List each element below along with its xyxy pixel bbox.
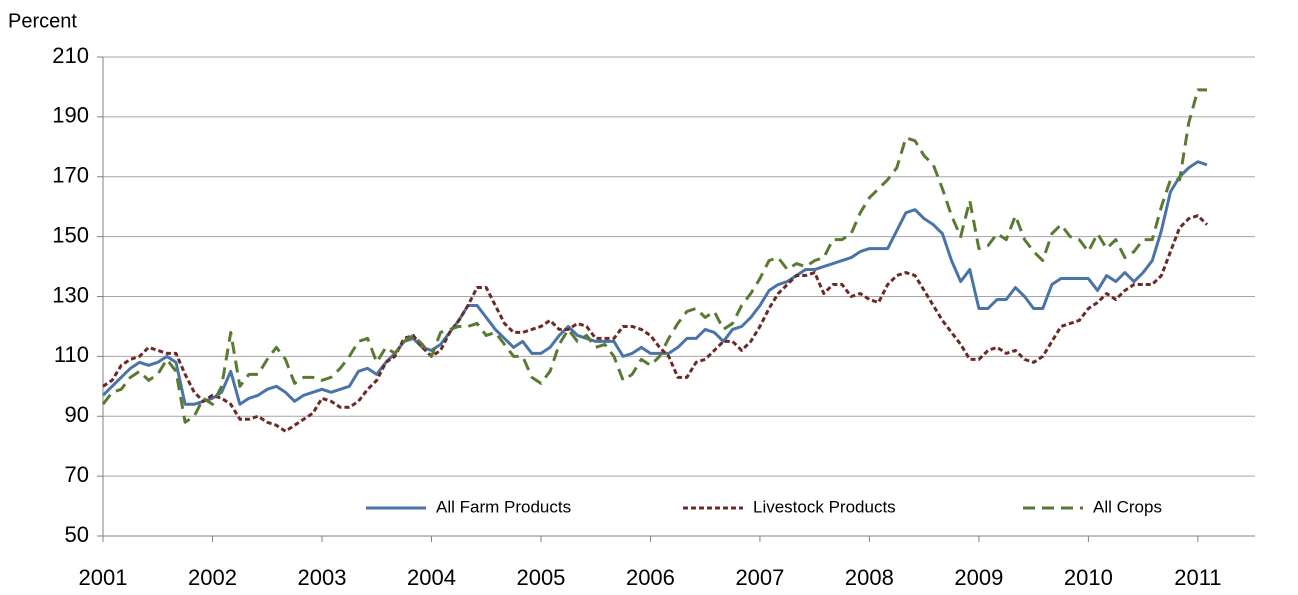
legend-label: All Crops xyxy=(1093,497,1162,516)
series-line xyxy=(101,88,1207,424)
x-tick-label: 2008 xyxy=(845,565,894,590)
legend-label: All Farm Products xyxy=(436,497,571,516)
series-line xyxy=(101,160,1208,406)
y-tick-label: 170 xyxy=(52,163,89,188)
y-tick-label: 70 xyxy=(65,462,89,487)
y-tick-label: 110 xyxy=(54,342,89,367)
x-tick-label: 2001 xyxy=(79,565,128,590)
y-tick-label: 150 xyxy=(52,222,89,247)
y-tick-label: 50 xyxy=(65,522,89,547)
x-tick-label: 2006 xyxy=(626,565,675,590)
x-tick-label: 2005 xyxy=(516,565,565,590)
x-tick-label: 2003 xyxy=(297,565,346,590)
x-tick-label: 2002 xyxy=(188,565,237,590)
y-tick-label: 190 xyxy=(52,103,89,128)
y-tick-label: 210 xyxy=(52,43,89,68)
x-tick-label: 2007 xyxy=(735,565,784,590)
legend-label: Livestock Products xyxy=(753,497,896,516)
y-axis-label: Percent xyxy=(8,10,77,32)
x-tick-label: 2010 xyxy=(1064,565,1113,590)
x-tick-label: 2011 xyxy=(1174,565,1221,590)
x-tick-label: 2009 xyxy=(954,565,1003,590)
x-tick-label: 2004 xyxy=(407,565,456,590)
series-line xyxy=(102,214,1209,433)
y-tick-label: 130 xyxy=(52,282,89,307)
y-tick-label: 90 xyxy=(65,402,89,427)
